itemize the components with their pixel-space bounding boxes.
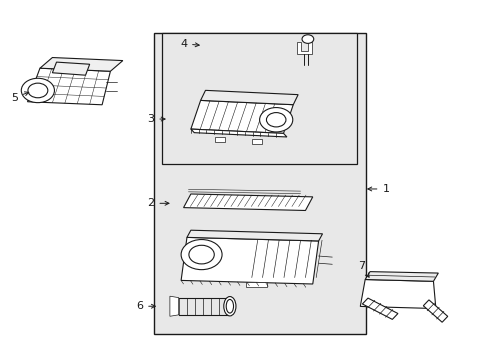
Text: 1: 1 xyxy=(367,184,388,194)
Circle shape xyxy=(266,113,285,127)
Text: 6: 6 xyxy=(136,301,155,311)
Text: 7: 7 xyxy=(357,261,368,277)
Polygon shape xyxy=(183,194,312,211)
Polygon shape xyxy=(365,272,437,281)
Polygon shape xyxy=(200,90,298,105)
Polygon shape xyxy=(190,129,286,137)
Polygon shape xyxy=(190,100,293,134)
Polygon shape xyxy=(245,282,267,287)
Bar xyxy=(161,33,356,164)
Polygon shape xyxy=(423,300,447,322)
Polygon shape xyxy=(169,296,178,316)
Polygon shape xyxy=(52,62,89,75)
Polygon shape xyxy=(181,237,318,284)
Polygon shape xyxy=(360,279,435,309)
Circle shape xyxy=(302,35,313,43)
Ellipse shape xyxy=(226,300,233,313)
Text: 5: 5 xyxy=(11,92,29,103)
Text: 4: 4 xyxy=(180,39,199,49)
Polygon shape xyxy=(297,42,311,54)
Circle shape xyxy=(181,239,222,270)
Circle shape xyxy=(188,245,214,264)
Polygon shape xyxy=(40,58,122,71)
Circle shape xyxy=(21,78,54,103)
Polygon shape xyxy=(186,230,322,241)
Bar xyxy=(251,139,261,144)
Polygon shape xyxy=(27,68,110,105)
Polygon shape xyxy=(362,298,397,319)
Ellipse shape xyxy=(224,297,236,316)
Bar xyxy=(154,33,366,334)
Bar xyxy=(215,137,224,142)
Text: 2: 2 xyxy=(147,198,169,208)
Text: 3: 3 xyxy=(147,114,165,124)
Circle shape xyxy=(259,108,292,132)
Circle shape xyxy=(28,83,48,98)
